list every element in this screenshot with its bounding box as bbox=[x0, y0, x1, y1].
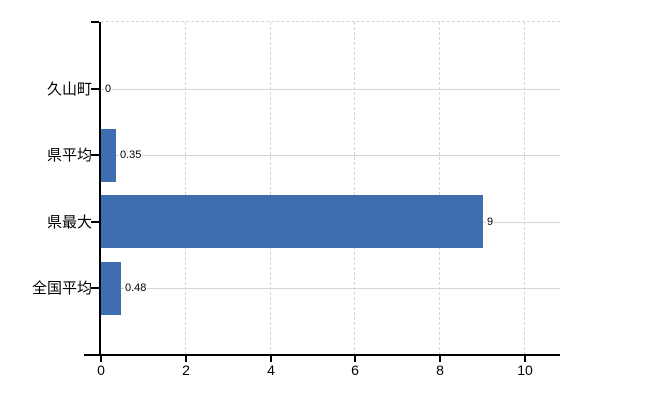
category-label: 全国平均 bbox=[31, 280, 92, 298]
x-tick-label: 4 bbox=[267, 362, 275, 378]
bar bbox=[101, 129, 116, 182]
v-gridline bbox=[354, 22, 355, 355]
category-label: 久山町 bbox=[46, 81, 92, 99]
category-tick bbox=[91, 21, 99, 23]
h-gridline bbox=[101, 288, 560, 289]
v-gridline bbox=[185, 22, 186, 355]
v-gridline bbox=[524, 22, 525, 355]
x-tick bbox=[439, 356, 441, 362]
y-axis-line bbox=[99, 22, 101, 355]
category-tick bbox=[91, 88, 99, 90]
category-tick bbox=[91, 287, 99, 289]
x-tick bbox=[270, 356, 272, 362]
category-tick bbox=[91, 154, 99, 156]
x-tick-label: 2 bbox=[182, 362, 190, 378]
x-tick-label: 8 bbox=[436, 362, 444, 378]
value-label: 0.48 bbox=[124, 281, 148, 295]
category-tick bbox=[91, 221, 99, 223]
bar bbox=[101, 262, 121, 315]
x-tick bbox=[354, 356, 356, 362]
h-gridline bbox=[101, 155, 560, 156]
x-tick bbox=[185, 356, 187, 362]
category-label: 県平均 bbox=[46, 147, 92, 165]
x-axis-line bbox=[84, 354, 560, 356]
value-label: 0.35 bbox=[119, 148, 143, 162]
x-tick-label: 10 bbox=[517, 362, 533, 378]
value-label: 0 bbox=[104, 82, 113, 96]
category-label: 県最大 bbox=[46, 214, 92, 232]
bar bbox=[101, 195, 483, 248]
x-tick-label: 6 bbox=[351, 362, 359, 378]
v-gridline bbox=[439, 22, 440, 355]
x-tick bbox=[524, 356, 526, 362]
v-gridline bbox=[270, 22, 271, 355]
h-gridline bbox=[101, 89, 560, 90]
x-tick-label: 0 bbox=[97, 362, 105, 378]
plot-top-border bbox=[101, 21, 560, 22]
x-tick bbox=[100, 356, 102, 362]
value-label: 9 bbox=[486, 215, 495, 229]
